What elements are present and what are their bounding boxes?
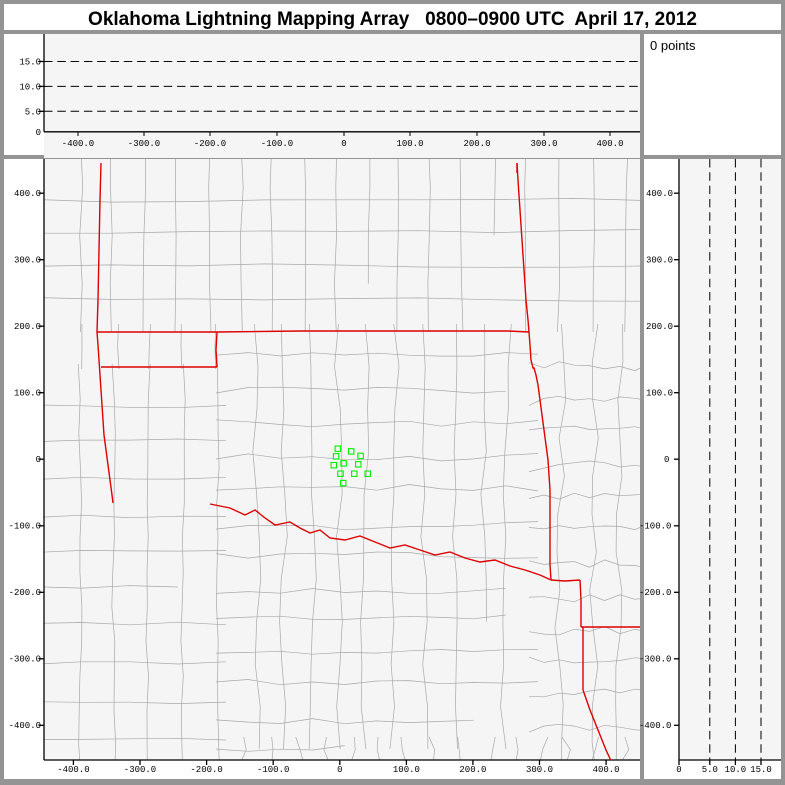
svg-text:0: 0 [676,765,681,775]
svg-text:-400.0: -400.0 [9,721,41,731]
svg-text:-300.0: -300.0 [639,655,671,665]
svg-text:400.0: 400.0 [646,189,673,199]
svg-text:200.0: 200.0 [14,322,41,332]
svg-text:5.0: 5.0 [25,107,41,117]
svg-text:-300.0: -300.0 [124,765,156,775]
svg-text:200.0: 200.0 [459,765,486,775]
svg-text:0: 0 [36,455,41,465]
svg-text:-400.0: -400.0 [62,139,94,149]
svg-text:0: 0 [36,128,41,138]
svg-text:400.0: 400.0 [596,139,623,149]
svg-text:0: 0 [337,765,342,775]
svg-text:-300.0: -300.0 [9,655,41,665]
svg-text:400.0: 400.0 [593,765,620,775]
svg-text:200.0: 200.0 [463,139,490,149]
svg-text:0: 0 [664,455,669,465]
svg-text:-300.0: -300.0 [128,139,160,149]
svg-text:5.0: 5.0 [702,765,718,775]
svg-text:100.0: 100.0 [396,139,423,149]
svg-text:-400.0: -400.0 [57,765,89,775]
svg-text:10.0: 10.0 [725,765,747,775]
svg-text:100.0: 100.0 [14,389,41,399]
svg-text:300.0: 300.0 [526,765,553,775]
svg-text:300.0: 300.0 [14,256,41,266]
svg-text:-100.0: -100.0 [9,522,41,532]
svg-text:100.0: 100.0 [646,389,673,399]
svg-text:-400.0: -400.0 [639,721,671,731]
svg-text:400.0: 400.0 [14,189,41,199]
svg-text:-100.0: -100.0 [639,522,671,532]
svg-text:-200.0: -200.0 [639,588,671,598]
svg-text:-100.0: -100.0 [261,139,293,149]
svg-text:200.0: 200.0 [646,322,673,332]
svg-text:15.0: 15.0 [750,765,772,775]
svg-text:300.0: 300.0 [646,256,673,266]
svg-text:-200.0: -200.0 [194,139,226,149]
svg-text:300.0: 300.0 [530,139,557,149]
svg-text:-200.0: -200.0 [190,765,222,775]
svg-text:10.0: 10.0 [19,82,41,92]
svg-text:-100.0: -100.0 [257,765,289,775]
svg-text:-200.0: -200.0 [9,588,41,598]
svg-text:15.0: 15.0 [19,58,41,68]
svg-text:100.0: 100.0 [393,765,420,775]
svg-text:0: 0 [341,139,346,149]
